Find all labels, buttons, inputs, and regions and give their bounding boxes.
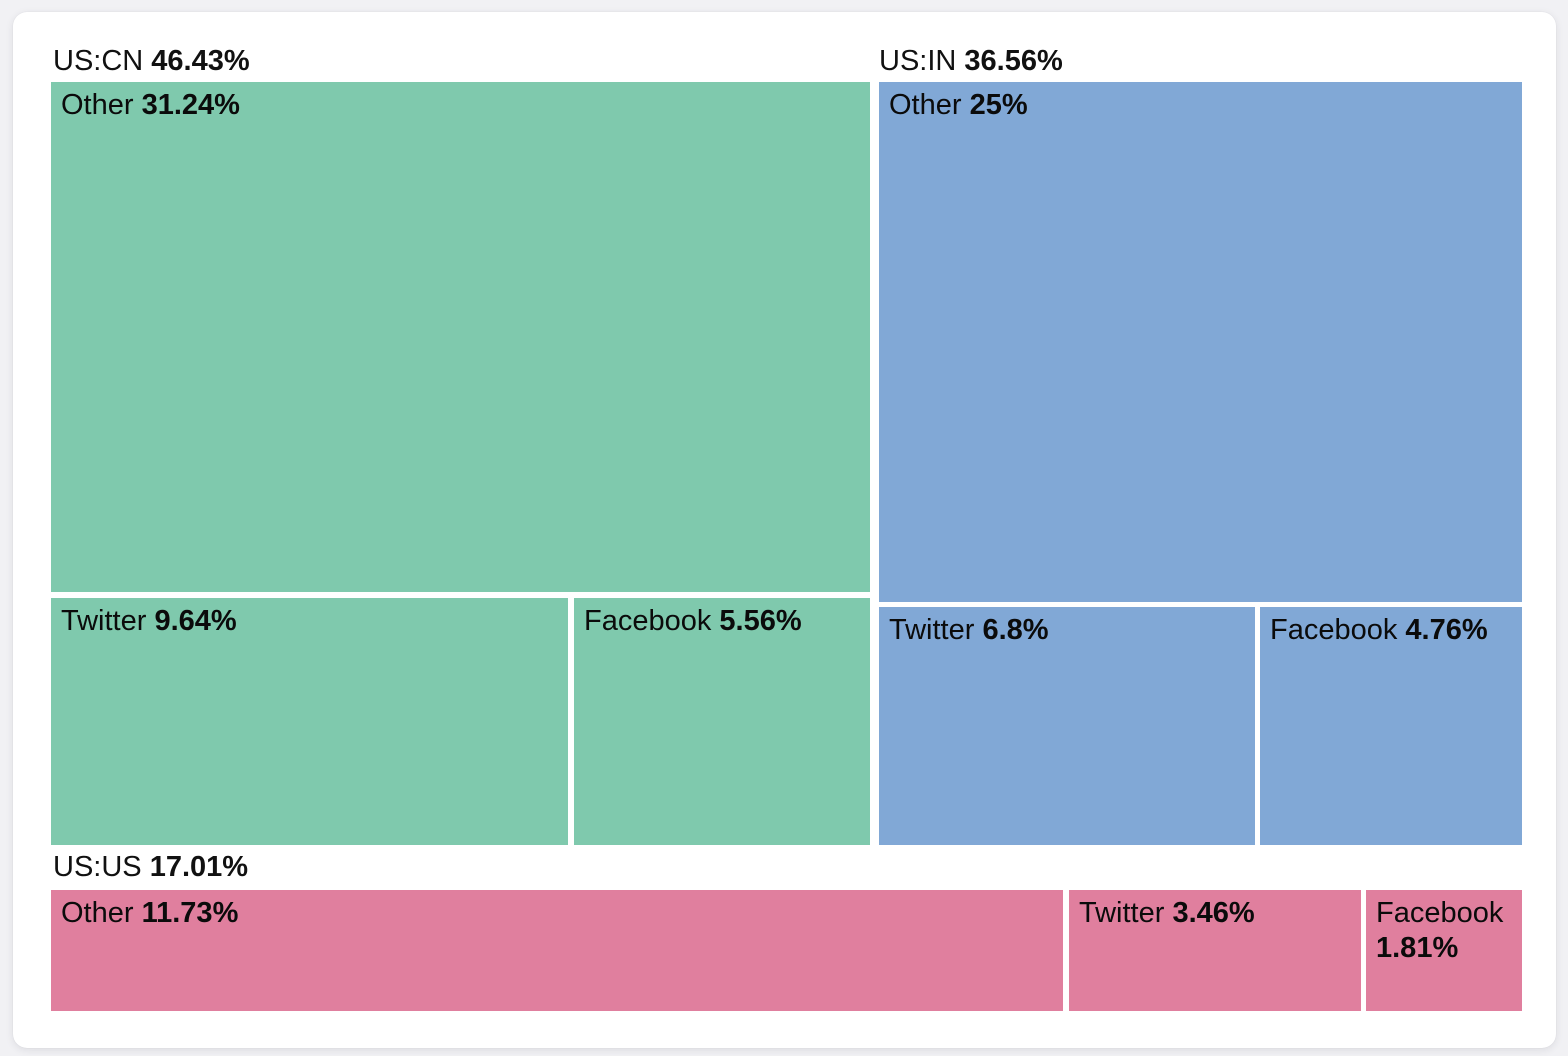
- cell-label: Twitter 9.64%: [51, 598, 568, 645]
- cell-name: Other: [61, 89, 134, 121]
- cell-value: 11.73%: [141, 897, 239, 929]
- group-header-us-cn: US:CN 46.43%: [53, 45, 250, 77]
- treemap-cell-us-in-facebook[interactable]: Facebook 4.76%: [1260, 607, 1522, 845]
- cell-label: Twitter 6.8%: [879, 607, 1255, 654]
- cell-name: Facebook: [1270, 614, 1398, 646]
- group-header-us-us: US:US 17.01%: [53, 851, 248, 883]
- cell-label: Facebook 5.56%: [574, 598, 870, 645]
- treemap-cell-us-us-facebook[interactable]: Facebook 1.81%: [1366, 890, 1522, 1011]
- cell-value: 31.24%: [141, 89, 240, 121]
- treemap-cell-us-cn-twitter[interactable]: Twitter 9.64%: [51, 598, 568, 845]
- cell-name: Other: [61, 897, 134, 929]
- treemap-cell-us-cn-other[interactable]: Other 31.24%: [51, 82, 870, 592]
- cell-value: 9.64%: [154, 605, 237, 637]
- cell-value: 5.56%: [719, 605, 802, 637]
- cell-label: Facebook 1.81%: [1366, 890, 1522, 972]
- cell-label: Other 11.73%: [51, 890, 1063, 937]
- group-value: 36.56%: [964, 45, 1063, 77]
- treemap-card: US:CN 46.43% Other 31.24% Twitter 9.64% …: [13, 12, 1556, 1048]
- cell-label: Other 25%: [879, 82, 1522, 129]
- cell-label: Twitter 3.46%: [1069, 890, 1361, 937]
- cell-value: 6.8%: [982, 614, 1049, 646]
- group-name: US:CN: [53, 45, 144, 77]
- group-name: US:IN: [879, 45, 957, 77]
- cell-value: 4.76%: [1405, 614, 1488, 646]
- cell-label: Facebook 4.76%: [1260, 607, 1522, 654]
- group-value: 46.43%: [151, 45, 250, 77]
- treemap-cell-us-in-twitter[interactable]: Twitter 6.8%: [879, 607, 1255, 845]
- cell-name: Twitter: [61, 605, 147, 637]
- treemap-cell-us-in-other[interactable]: Other 25%: [879, 82, 1522, 602]
- group-value: 17.01%: [149, 851, 249, 883]
- group-name: US:US: [53, 851, 142, 883]
- treemap-cell-us-cn-facebook[interactable]: Facebook 5.56%: [574, 598, 870, 845]
- treemap-cell-us-us-twitter[interactable]: Twitter 3.46%: [1069, 890, 1361, 1011]
- cell-value: 3.46%: [1172, 897, 1255, 929]
- cell-name: Facebook: [1376, 897, 1504, 929]
- cell-value: 1.81%: [1376, 932, 1459, 964]
- cell-value: 25%: [969, 89, 1028, 121]
- treemap-cell-us-us-other[interactable]: Other 11.73%: [51, 890, 1063, 1011]
- group-header-us-in: US:IN 36.56%: [879, 45, 1063, 77]
- cell-label: Other 31.24%: [51, 82, 870, 129]
- cell-name: Twitter: [889, 614, 975, 646]
- cell-name: Twitter: [1079, 897, 1165, 929]
- cell-name: Facebook: [584, 605, 712, 637]
- cell-name: Other: [889, 89, 962, 121]
